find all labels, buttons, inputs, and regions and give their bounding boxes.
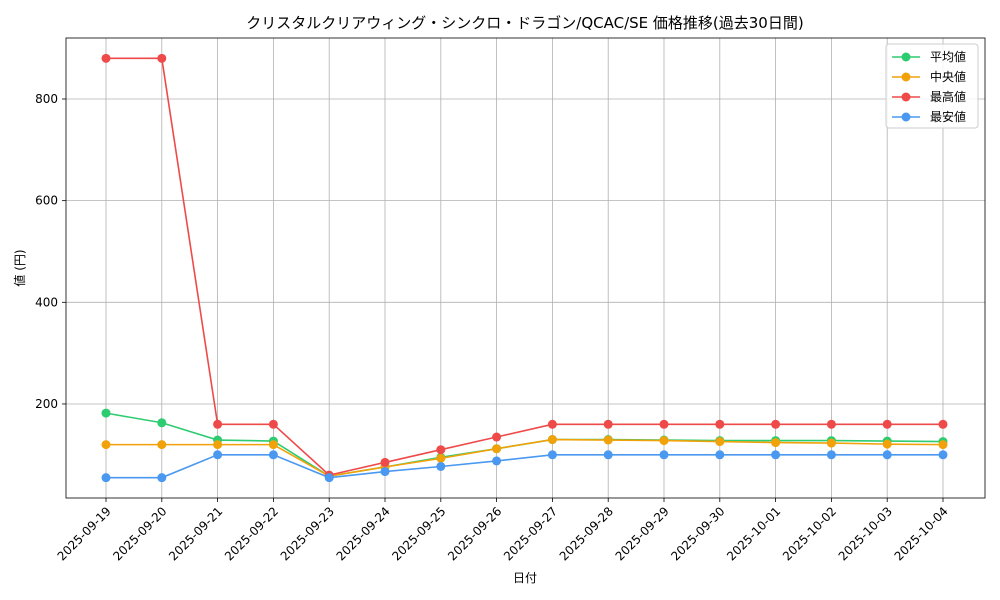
- data-point: [826, 438, 836, 448]
- data-point: [826, 419, 836, 429]
- data-point: [213, 450, 223, 460]
- data-point: [268, 419, 278, 429]
- legend-marker: [901, 72, 911, 82]
- x-tick-label: 2025-10-04: [892, 504, 951, 563]
- data-point: [157, 418, 167, 428]
- data-point: [603, 450, 613, 460]
- data-point: [213, 419, 223, 429]
- legend-marker: [901, 112, 911, 122]
- chart-title: クリスタルクリアウィング・シンクロ・ドラゴン/QCAC/SE 価格推移(過去30…: [246, 14, 803, 32]
- x-axis-ticks: 2025-09-192025-09-202025-09-212025-09-22…: [55, 498, 951, 563]
- data-point: [882, 419, 892, 429]
- data-point: [380, 457, 390, 467]
- data-point: [715, 450, 725, 460]
- data-point: [603, 435, 613, 445]
- data-point: [101, 440, 111, 450]
- series-line: [106, 57, 943, 476]
- x-tick-label: 2025-09-22: [222, 504, 281, 563]
- data-point: [715, 419, 725, 429]
- data-point: [324, 473, 334, 483]
- y-tick-label: 600: [35, 194, 58, 208]
- data-point: [436, 453, 446, 463]
- x-tick-label: 2025-09-24: [334, 504, 393, 563]
- plot-frame: [65, 37, 986, 499]
- x-tick-label: 2025-09-28: [557, 504, 616, 563]
- x-tick-label: 2025-09-21: [166, 504, 225, 563]
- series-layer: [101, 53, 948, 483]
- data-point: [492, 444, 502, 454]
- legend-label: 中央値: [930, 69, 966, 84]
- data-point: [938, 440, 948, 450]
- legend-label: 平均値: [930, 49, 966, 64]
- y-tick-label: 800: [35, 92, 58, 106]
- data-point: [157, 53, 167, 63]
- data-point: [268, 450, 278, 460]
- data-point: [826, 450, 836, 460]
- data-point: [603, 419, 613, 429]
- legend-box: [885, 43, 979, 129]
- y-tick-label: 200: [35, 397, 58, 411]
- data-point: [492, 432, 502, 442]
- data-point: [882, 439, 892, 449]
- legend-label: 最高値: [930, 89, 966, 104]
- data-point: [715, 437, 725, 447]
- data-point: [101, 408, 111, 418]
- y-axis-ticks: 200 400 600 800: [35, 92, 66, 411]
- series-group: [101, 450, 948, 483]
- data-point: [547, 450, 557, 460]
- data-point: [938, 419, 948, 429]
- x-tick-label: 2025-09-19: [55, 504, 114, 563]
- x-tick-label: 2025-10-03: [836, 504, 895, 563]
- data-point: [547, 435, 557, 445]
- data-point: [882, 450, 892, 460]
- x-tick-label: 2025-09-27: [501, 504, 560, 563]
- y-tick-label: 400: [35, 295, 58, 309]
- data-point: [157, 440, 167, 450]
- data-point: [659, 419, 669, 429]
- legend-marker: [901, 52, 911, 62]
- legend-label: 最安値: [930, 109, 966, 124]
- y-axis-title: 値 (円): [12, 249, 27, 286]
- data-point: [157, 473, 167, 483]
- x-tick-label: 2025-09-26: [445, 504, 504, 563]
- data-point: [213, 440, 223, 450]
- data-point: [938, 450, 948, 460]
- data-point: [771, 419, 781, 429]
- series-group: [101, 435, 948, 481]
- data-point: [771, 438, 781, 448]
- x-tick-label: 2025-09-25: [389, 504, 448, 563]
- data-point: [771, 450, 781, 460]
- x-tick-label: 2025-09-23: [278, 504, 337, 563]
- data-point: [659, 450, 669, 460]
- grid-lines: [66, 38, 985, 498]
- data-point: [659, 436, 669, 446]
- x-tick-label: 2025-10-02: [780, 504, 839, 563]
- x-tick-label: 2025-09-30: [668, 504, 727, 563]
- data-point: [547, 419, 557, 429]
- x-tick-label: 2025-10-01: [724, 504, 783, 563]
- data-point: [101, 473, 111, 483]
- x-tick-label: 2025-09-20: [110, 504, 169, 563]
- x-axis-title: 日付: [513, 571, 537, 585]
- series-line: [106, 453, 943, 479]
- data-point: [436, 461, 446, 471]
- legend-marker: [901, 92, 911, 102]
- x-tick-label: 2025-09-29: [613, 504, 672, 563]
- data-point: [436, 445, 446, 455]
- series-group: [101, 53, 948, 480]
- series-line: [106, 438, 944, 477]
- data-point: [268, 440, 278, 450]
- data-point: [101, 53, 111, 63]
- data-point: [492, 456, 502, 466]
- data-point: [380, 467, 390, 477]
